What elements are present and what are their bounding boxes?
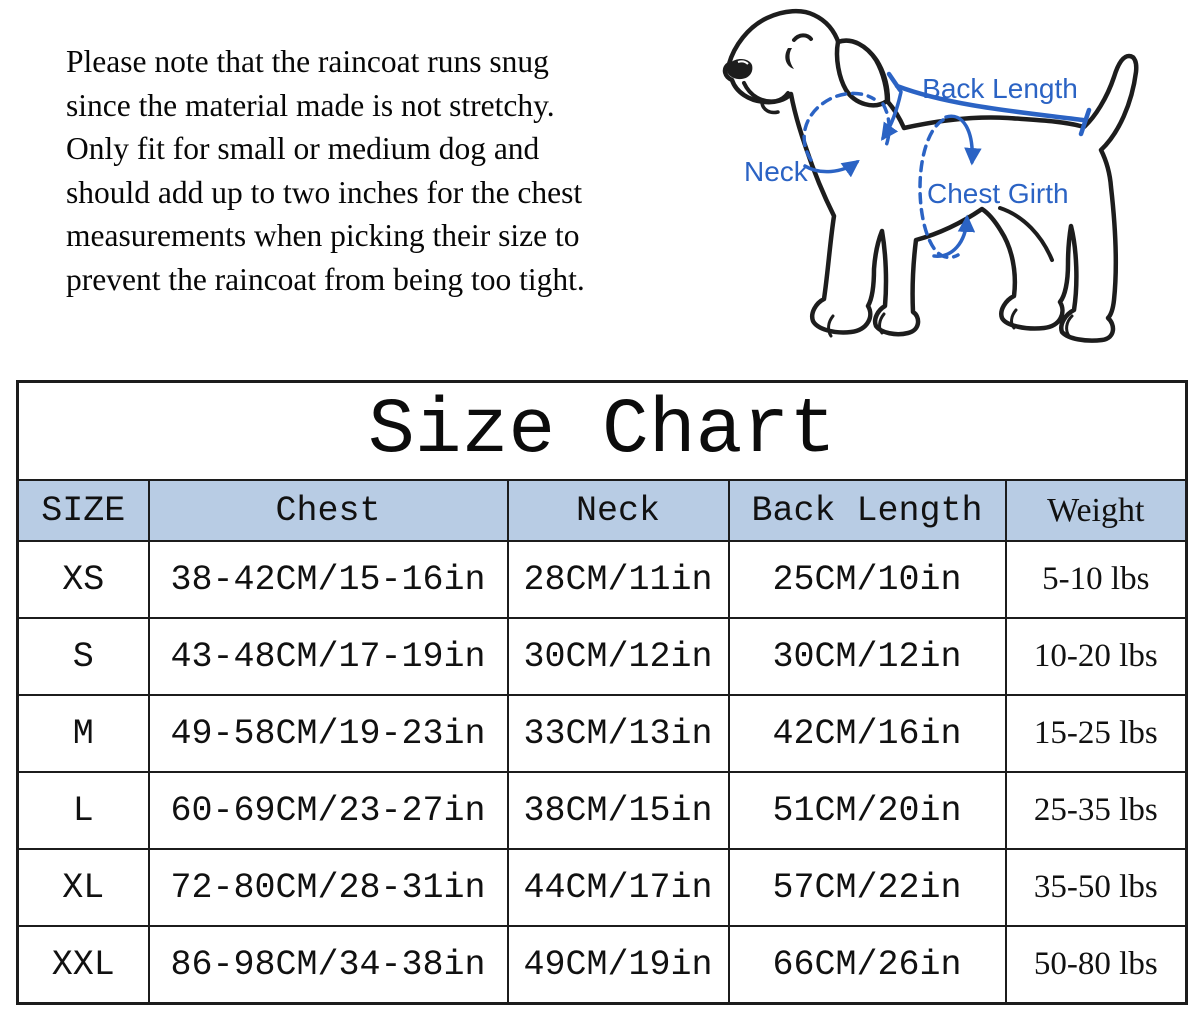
cell-chest: 60-69CM/23-27in <box>147 771 509 850</box>
raincoat-note: Please note that the raincoat runs snug … <box>66 40 726 301</box>
neck-girth-ellipse-right <box>881 102 891 148</box>
cell-size: XL <box>16 848 150 927</box>
back-length-end-tick <box>1078 107 1092 137</box>
cell-back-length: 30CM/12in <box>727 617 1007 696</box>
dog-eyebrow-icon <box>792 33 813 42</box>
cell-chest: 72-80CM/28-31in <box>147 848 509 927</box>
table-row: L 60-69CM/23-27in 38CM/15in 51CM/20in 25… <box>16 771 1188 850</box>
table-row: S 43-48CM/17-19in 30CM/12in 30CM/12in 10… <box>16 617 1188 696</box>
back-length-line <box>894 83 1086 123</box>
cell-weight: 5-10 lbs <box>1004 540 1188 619</box>
cell-chest: 49-58CM/19-23in <box>147 694 509 773</box>
cell-back-length: 42CM/16in <box>727 694 1007 773</box>
dog-toe-line-front2 <box>878 312 886 335</box>
table-row: M 49-58CM/19-23in 33CM/13in 42CM/16in 15… <box>16 694 1188 773</box>
back-length-label: Back Length <box>922 73 1078 104</box>
dog-thigh-line <box>998 206 1054 262</box>
table-row: XL 72-80CM/28-31in 44CM/17in 57CM/22in 3… <box>16 848 1188 927</box>
cell-neck: 33CM/13in <box>506 694 730 773</box>
cell-weight: 15-25 lbs <box>1004 694 1188 773</box>
cell-size: M <box>16 694 150 773</box>
neck-girth-ellipse <box>802 91 876 162</box>
chest-girth-ellipse <box>918 118 960 260</box>
neck-label: Neck <box>744 156 809 187</box>
cell-neck: 30CM/12in <box>506 617 730 696</box>
cell-size: L <box>16 771 150 850</box>
dog-outline-icon <box>722 8 1139 343</box>
neck-label-arrow <box>803 159 860 178</box>
note-line: Only fit for small or medium dog and <box>66 131 540 166</box>
dog-toe-line-front <box>827 314 835 338</box>
header-row: SIZE Chest Neck Back Length Weight <box>16 479 1188 542</box>
neck-pointer-arrow <box>881 90 903 141</box>
chest-bottom-arrow <box>932 214 976 258</box>
chest-girth-label: Chest Girth <box>927 178 1069 209</box>
dog-nose-icon <box>726 59 753 80</box>
cell-back-length: 25CM/10in <box>727 540 1007 619</box>
back-length-start-tick <box>886 71 903 93</box>
cell-neck: 44CM/17in <box>506 848 730 927</box>
cell-neck: 38CM/15in <box>506 771 730 850</box>
cell-size: S <box>16 617 150 696</box>
size-chart-table: Size Chart SIZE Chest Neck Back Length W… <box>16 380 1189 1005</box>
note-line: since the material made is not stretchy. <box>66 87 555 123</box>
cell-size: XXL <box>16 925 150 1005</box>
dog-ear-icon <box>834 38 890 108</box>
column-header-weight: Weight <box>1004 479 1188 542</box>
cell-weight: 35-50 lbs <box>1004 848 1188 927</box>
cell-weight: 10-20 lbs <box>1004 617 1188 696</box>
cell-neck: 28CM/11in <box>506 540 730 619</box>
cell-back-length: 66CM/26in <box>727 925 1007 1005</box>
dog-measurement-diagram: Back Length Neck Chest Girth <box>700 0 1200 362</box>
dog-chin-icon <box>760 101 780 115</box>
dog-mouth-icon <box>742 81 790 104</box>
cell-weight: 25-35 lbs <box>1004 771 1188 850</box>
column-header-back-length: Back Length <box>727 479 1007 542</box>
cell-back-length: 51CM/20in <box>727 771 1007 850</box>
dog-nose-highlight <box>737 60 749 65</box>
note-line: Please note that the raincoat runs snug <box>66 44 549 79</box>
table-row: XXL 86-98CM/34-38in 49CM/19in 66CM/26in … <box>16 925 1188 1005</box>
size-chart-title: Size Chart <box>16 380 1188 481</box>
dog-toe-line-hind2 <box>1065 314 1074 338</box>
cell-size: XS <box>16 540 150 619</box>
column-header-size: SIZE <box>16 479 150 542</box>
cell-weight: 50-80 lbs <box>1004 925 1188 1005</box>
cell-neck: 49CM/19in <box>506 925 730 1005</box>
note-line: prevent the raincoat from being too tigh… <box>66 261 585 297</box>
chest-top-arrow <box>944 114 982 166</box>
dog-diagram-svg: Back Length Neck Chest Girth <box>722 8 1139 343</box>
dog-toe-line-hind <box>1010 308 1018 330</box>
dog-eye-icon <box>785 48 794 69</box>
note-line: should add up to two inches for the ches… <box>66 174 583 210</box>
cell-chest: 38-42CM/15-16in <box>147 540 509 619</box>
note-line: measurements when picking their size to <box>66 218 580 253</box>
column-header-neck: Neck <box>506 479 730 542</box>
column-header-chest: Chest <box>147 479 509 542</box>
title-row: Size Chart <box>16 380 1188 481</box>
cell-chest: 86-98CM/34-38in <box>147 925 509 1005</box>
table-row: XS 38-42CM/15-16in 28CM/11in 25CM/10in 5… <box>16 540 1188 619</box>
cell-back-length: 57CM/22in <box>727 848 1007 927</box>
cell-chest: 43-48CM/17-19in <box>147 617 509 696</box>
